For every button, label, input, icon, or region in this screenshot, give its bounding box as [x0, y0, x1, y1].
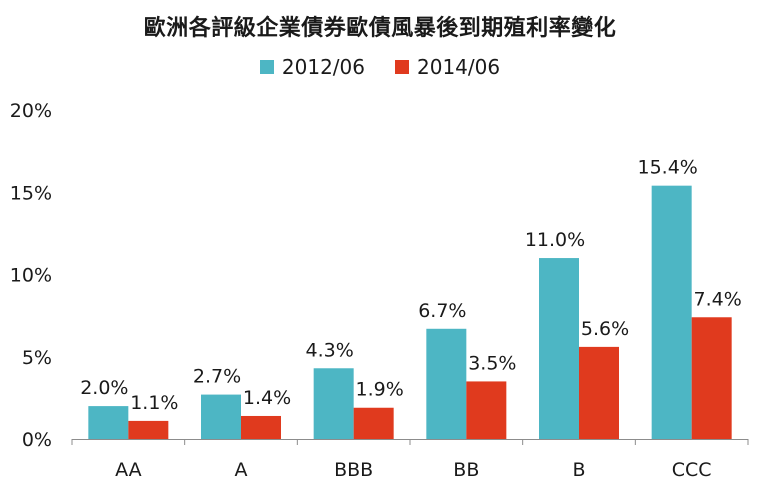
bar-2014	[353, 407, 394, 439]
data-label-2014: 7.4%	[694, 288, 742, 310]
chart-title: 歐洲各評級企業債券歐債風暴後到期殖利率變化	[143, 16, 617, 41]
bar-2014	[691, 317, 732, 439]
legend-label-2014: 2014/06	[417, 55, 501, 79]
data-label-2012: 2.0%	[80, 377, 128, 399]
x-tick-label: BB	[453, 459, 479, 481]
bar-2014	[128, 420, 169, 439]
x-tick-label: CCC	[672, 459, 712, 481]
y-tick-label: 10%	[10, 265, 52, 287]
legend-item-2012: 2012/06	[259, 55, 365, 79]
x-tick-label: BBB	[334, 459, 373, 481]
y-tick-label: 5%	[22, 347, 52, 369]
data-label-2014: 1.4%	[243, 387, 291, 409]
bar-2014	[579, 346, 619, 439]
data-label-2014: 5.6%	[581, 318, 629, 340]
data-label-2012: 6.7%	[418, 300, 466, 322]
data-label-2012: 11.0%	[525, 229, 585, 251]
legend-item-2014: 2014/06	[395, 55, 500, 79]
data-label-2012: 15.4%	[637, 157, 697, 179]
bar-2012	[201, 394, 241, 439]
bar-2012	[539, 258, 579, 439]
y-tick-label: 0%	[22, 429, 52, 451]
legend: 2012/06 2014/06	[0, 55, 760, 79]
data-label-2012: 2.7%	[193, 366, 241, 388]
data-label-2014: 1.9%	[356, 379, 404, 401]
bar-2014	[466, 381, 507, 439]
data-label-2014: 1.1%	[130, 392, 178, 414]
x-tick-label: A	[235, 459, 248, 481]
bar-2012	[313, 368, 354, 439]
bar-2012	[426, 328, 467, 439]
y-tick-label: 15%	[10, 182, 52, 204]
data-label-2014: 3.5%	[468, 352, 516, 374]
legend-swatch-2014	[395, 60, 409, 74]
x-tick-label: AA	[115, 459, 142, 481]
bar-2012	[88, 406, 129, 439]
data-label-2012: 4.3%	[306, 339, 354, 361]
bar-2014	[241, 415, 281, 439]
bar-2012	[651, 185, 692, 439]
legend-label-2012: 2012/06	[281, 55, 365, 79]
x-tick-label: B	[572, 459, 585, 481]
legend-swatch-2012	[259, 60, 274, 74]
y-tick-label: 20%	[10, 100, 52, 122]
